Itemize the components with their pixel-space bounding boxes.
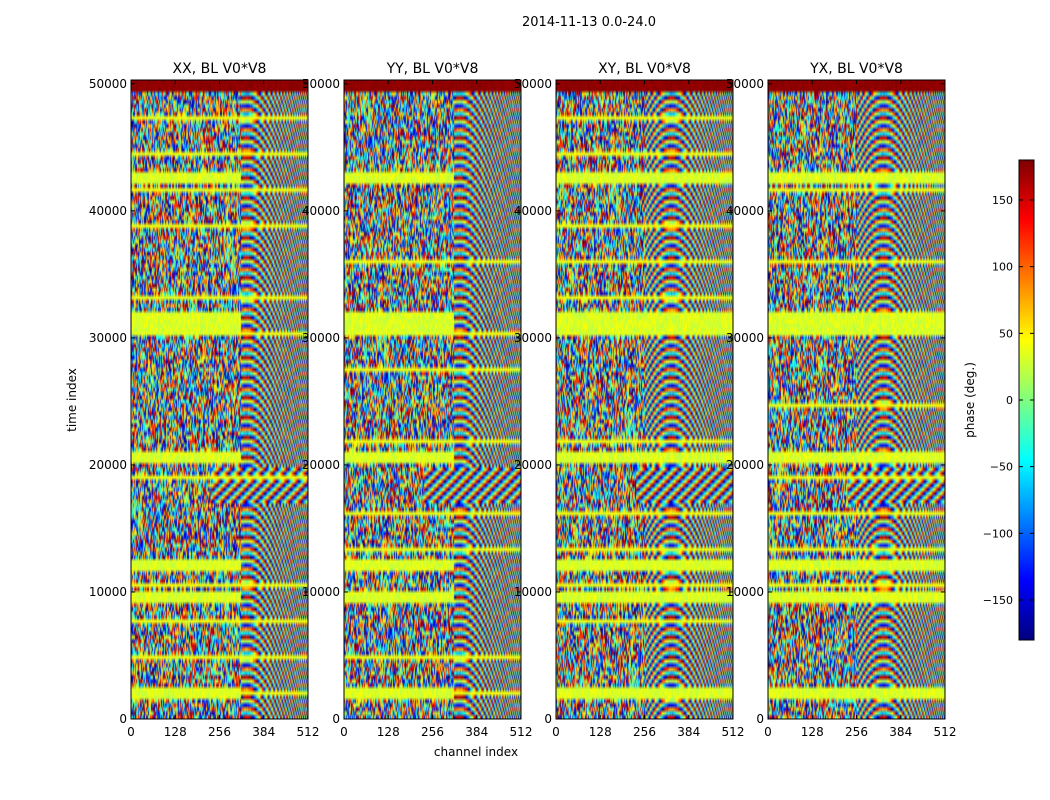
colorbar-tick-label: 100 [992, 261, 1013, 274]
y-tick-label: 50000 [89, 77, 127, 91]
panel-1: XX, BL V0*V8 0 128 256 384 512 0 10000 20000 3000… [89, 61, 320, 739]
colorbar-tick-label: 0 [1006, 394, 1013, 407]
y-tick-label: 30000 [514, 331, 552, 345]
figure-suptitle: 2014-11-13 0.0-24.0 [522, 15, 656, 30]
x-tick-label: 0 [552, 725, 560, 739]
colorbar-tick-label: −100 [983, 527, 1013, 540]
y-tick-label: 10000 [514, 585, 552, 599]
x-axis-label: channel index [434, 745, 518, 759]
y-tick-label: 30000 [726, 331, 764, 345]
x-tick-label: 256 [421, 725, 444, 739]
panel-2: YY, BL V0*V8 0 128 256 384 512 0 10000 20000 3000… [302, 61, 533, 739]
y-tick-label: 30000 [302, 331, 340, 345]
panels: XX, BL V0*V8 0 128 256 384 512 0 10000 20000 3000… [89, 61, 957, 739]
y-tick-label: 50000 [302, 77, 340, 91]
y-tick-label: 30000 [89, 331, 127, 345]
y-tick-label: 40000 [726, 204, 764, 218]
y-tick-label: 10000 [726, 585, 764, 599]
y-tick-label: 20000 [514, 458, 552, 472]
panel-title: YY, BL V0*V8 [386, 61, 479, 77]
y-tick-label: 0 [756, 712, 764, 726]
x-tick-label: 384 [677, 725, 700, 739]
x-tick-label: 512 [722, 725, 745, 739]
panel-title: XY, BL V0*V8 [598, 61, 691, 77]
panel-heatmap [131, 80, 308, 719]
x-tick-label: 0 [127, 725, 135, 739]
x-tick-label: 256 [845, 725, 868, 739]
x-tick-label: 0 [764, 725, 772, 739]
x-tick-label: 256 [633, 725, 656, 739]
x-tick-label: 512 [510, 725, 533, 739]
colorbar-tick-label: 150 [992, 194, 1013, 207]
y-tick-label: 20000 [302, 458, 340, 472]
y-axis-label: time index [65, 368, 79, 432]
y-tick-label: 50000 [514, 77, 552, 91]
colorbar-tick-label: −50 [990, 461, 1013, 474]
panel-title: YX, BL V0*V8 [809, 61, 903, 77]
colorbar: −150 −100 −50 0 50 100 150 [983, 159, 1035, 641]
y-tick-label: 20000 [89, 458, 127, 472]
panel-3: XY, BL V0*V8 0 128 256 384 512 0 10000 20000 3000… [514, 61, 745, 739]
y-tick-label: 10000 [89, 585, 127, 599]
x-tick-label: 512 [934, 725, 957, 739]
x-tick-label: 512 [297, 725, 320, 739]
y-tick-label: 10000 [302, 585, 340, 599]
x-tick-label: 128 [801, 725, 824, 739]
x-tick-label: 256 [208, 725, 231, 739]
y-tick-label: 20000 [726, 458, 764, 472]
y-tick-label: 0 [332, 712, 340, 726]
colorbar-tick-label: 50 [999, 327, 1013, 340]
panel-heatmap [556, 80, 733, 719]
x-tick-label: 384 [252, 725, 275, 739]
panel-4: YX, BL V0*V8 0 128 256 384 512 0 10000 20000 3000… [726, 61, 957, 739]
x-tick-label: 0 [340, 725, 348, 739]
panel-title: XX, BL V0*V8 [173, 61, 267, 77]
x-tick-label: 384 [465, 725, 488, 739]
panel-heatmap [344, 80, 521, 719]
y-tick-label: 0 [544, 712, 552, 726]
colorbar-tick-label: −150 [983, 594, 1013, 607]
x-tick-label: 128 [589, 725, 612, 739]
x-tick-label: 128 [377, 725, 400, 739]
colorbar-label: phase (deg.) [963, 362, 977, 438]
y-tick-label: 50000 [726, 77, 764, 91]
x-tick-label: 128 [164, 725, 187, 739]
y-tick-label: 0 [119, 712, 127, 726]
y-tick-label: 40000 [514, 204, 552, 218]
y-tick-label: 40000 [89, 204, 127, 218]
y-tick-label: 40000 [302, 204, 340, 218]
panel-heatmap [768, 80, 945, 719]
x-tick-label: 384 [889, 725, 912, 739]
